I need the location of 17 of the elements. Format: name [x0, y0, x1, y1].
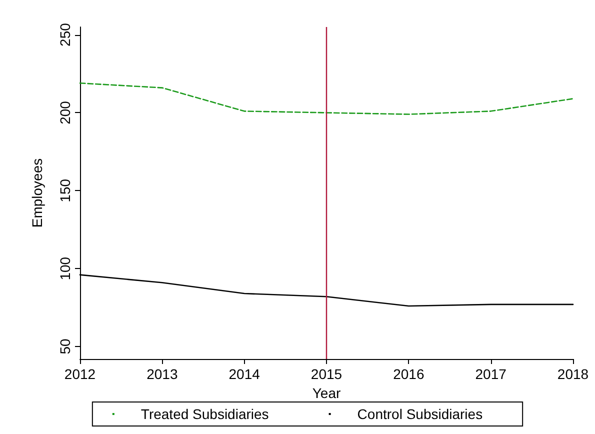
y-tick-label: 150 — [57, 178, 73, 202]
x-tick-label: 2015 — [310, 366, 342, 382]
y-tick-label: 50 — [57, 338, 73, 354]
legend-label: Control Subsidiaries — [357, 406, 483, 422]
x-tick-label: 2018 — [557, 366, 589, 382]
y-axis-title: Employees — [29, 158, 45, 228]
y-tick-label: 250 — [57, 22, 73, 46]
line-series — [79, 82, 574, 115]
y-tick-label: 200 — [57, 100, 73, 124]
x-tick-label: 2013 — [146, 366, 178, 382]
x-tick-label: 2016 — [393, 366, 424, 382]
legend-label: Treated Subsidiaries — [140, 406, 269, 422]
x-tick-label: 2014 — [228, 366, 260, 382]
x-tick-label: 2012 — [64, 366, 96, 382]
y-tick-label: 100 — [57, 256, 73, 280]
x-tick-label: 2017 — [475, 366, 507, 382]
x-axis-title: Year — [312, 384, 341, 401]
